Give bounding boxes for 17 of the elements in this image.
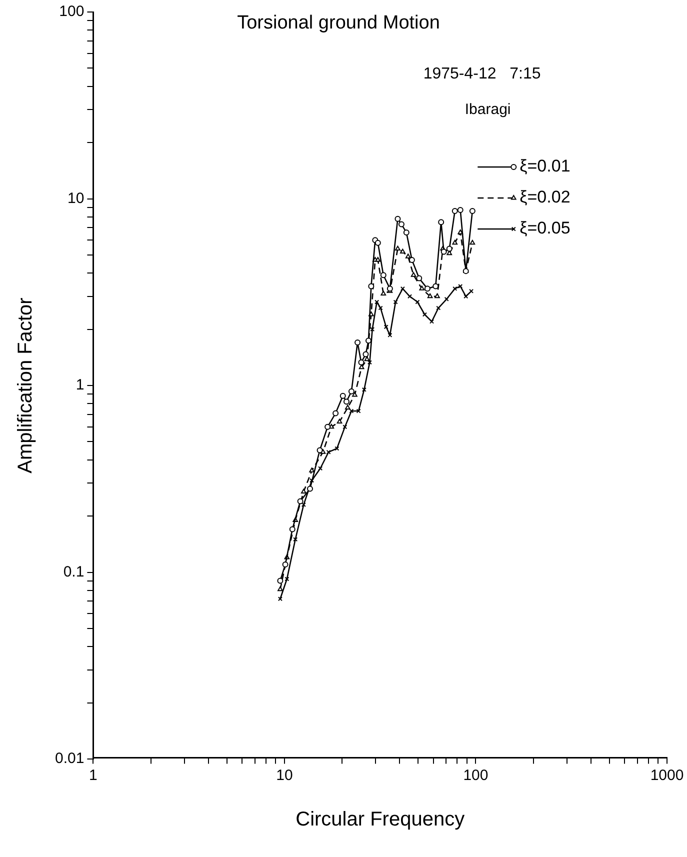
y-tick-label: 1: [76, 376, 84, 394]
x-tick-label: 1: [89, 766, 98, 784]
y-tick-label: 0.1: [63, 563, 84, 580]
x-tick-label: 100: [463, 766, 488, 784]
x-tick-label: 1000: [650, 766, 684, 784]
chart-title: Torsional ground Motion: [237, 12, 440, 34]
y-tick-label: 0.01: [54, 750, 84, 768]
annotation: Ibaragi: [464, 101, 511, 118]
y-tick-label: 100: [59, 3, 84, 20]
x-axis-title: Circular Frequency: [296, 808, 465, 830]
legend-label: ξ=0.05: [520, 218, 570, 238]
y-tick-label: 10: [68, 190, 84, 207]
legend-label: ξ=0.01: [520, 156, 570, 176]
legend-label: ξ=0.02: [520, 188, 570, 207]
x-tick-label: 10: [276, 766, 293, 784]
y-axis-title: Amplification Factor: [14, 297, 37, 474]
text: 1975-4-12 7:15: [423, 65, 541, 82]
